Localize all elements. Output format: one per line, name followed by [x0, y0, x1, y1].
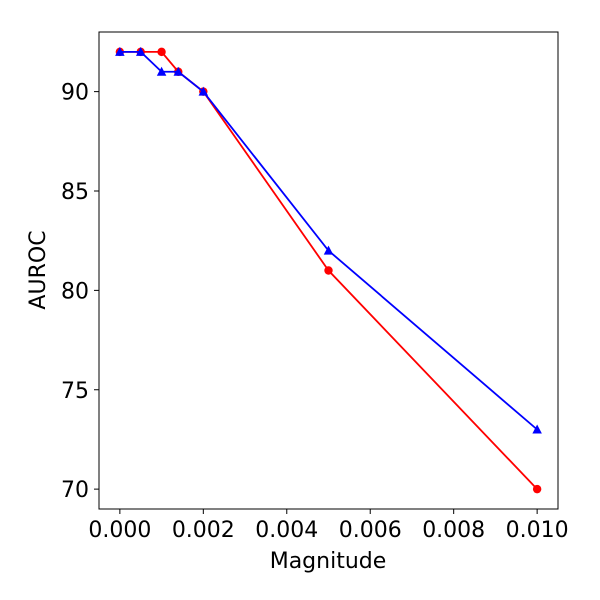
data-point [324, 266, 333, 275]
x-tick-label: 0.006 [339, 518, 402, 543]
x-axis-label: Magnitude [270, 549, 387, 574]
y-tick-label: 80 [61, 279, 89, 304]
x-tick-label: 0.008 [422, 518, 485, 543]
series-2 [115, 46, 542, 434]
plot-frame [98, 31, 559, 510]
series-1 [115, 47, 542, 494]
series-line [119, 50, 538, 431]
y-axis-label: AUROC [26, 230, 51, 309]
y-tick-label: 75 [61, 379, 89, 404]
x-tick-label: 0.002 [172, 518, 235, 543]
x-tick-label: 0.004 [255, 518, 318, 543]
x-axis: 0.000 0.002 0.004 0.006 0.008 0.010 [88, 509, 569, 543]
data-point [323, 245, 334, 255]
y-tick-label: 85 [61, 180, 89, 205]
data-point [157, 47, 166, 57]
y-axis: 70 75 80 85 90 [61, 81, 99, 503]
plot-series [115, 46, 542, 494]
data-point [532, 424, 542, 434]
y-tick-label: 90 [61, 81, 89, 106]
data-point [198, 86, 209, 96]
data-point [135, 46, 146, 56]
data-point [115, 46, 125, 56]
data-point [173, 66, 184, 76]
data-point [532, 484, 542, 494]
x-tick-label: 0.010 [506, 518, 569, 543]
x-tick-label: 0.000 [88, 518, 151, 543]
y-tick-label: 70 [61, 478, 89, 503]
data-point [156, 66, 167, 76]
